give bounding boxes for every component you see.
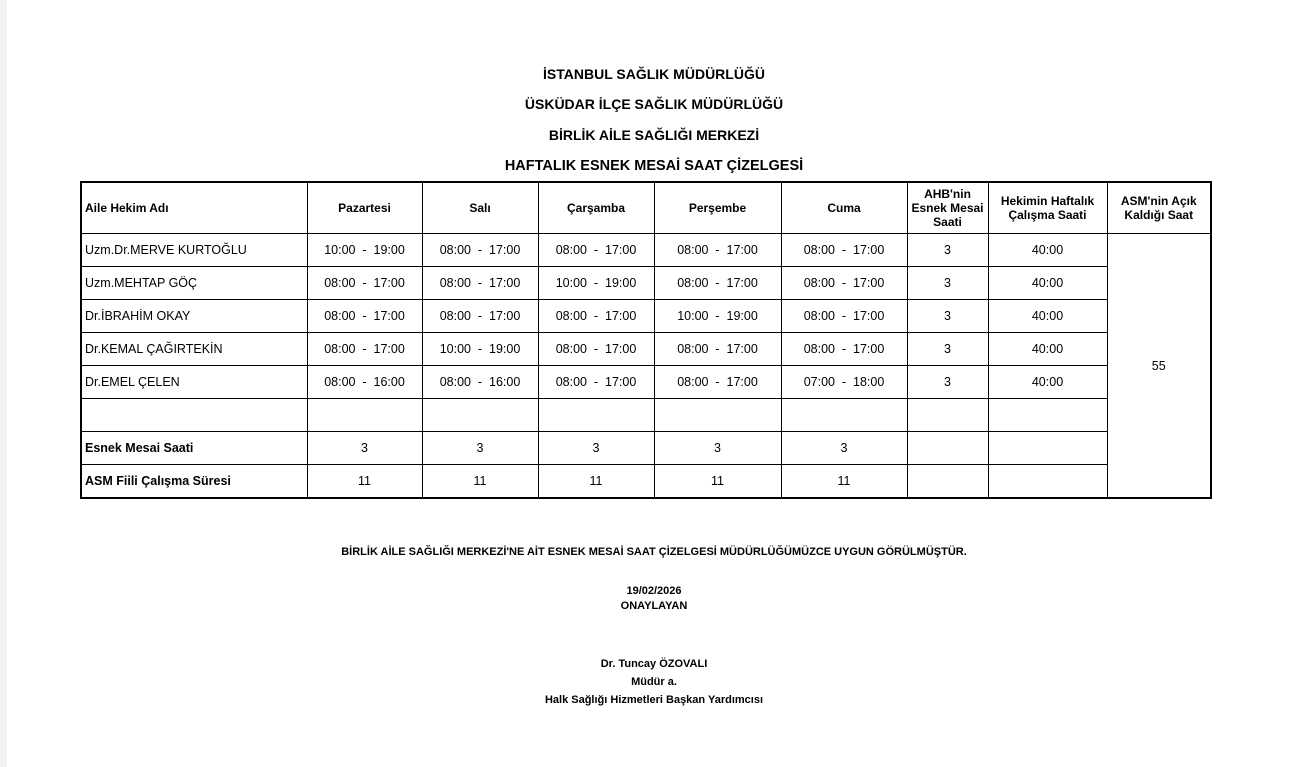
flex-hours-cell: 3 (906, 233, 989, 267)
summary-value: 3 (421, 431, 539, 465)
shift-cell: 08:00 - 17:00 (537, 299, 655, 333)
table-row: Dr.EMEL ÇELEN 08:00 - 16:00 08:00 - 16:00 0… (80, 365, 1211, 399)
signer-title: Halk Sağlığı Hizmetleri Başkan Yardımcıs… (544, 694, 764, 706)
approval-statement: BİRLİK AİLE SAĞLIĞI MERKEZİ'NE AİT ESNEK… (341, 546, 967, 558)
shift-cell: 08:00 - 17:00 (653, 266, 782, 300)
weekly-hours-cell: 40:00 (987, 233, 1108, 267)
empty-cell (421, 398, 539, 432)
col-header-name: Aile Hekim Adı (80, 181, 308, 234)
summary-value: 11 (780, 464, 908, 499)
shift-cell: 08:00 - 17:00 (780, 233, 908, 267)
doctor-name: Dr.İBRAHİM OKAY (80, 299, 308, 333)
empty-cell (306, 398, 423, 432)
schedule-table: Aile Hekim Adı Pazartesi Salı Çarşamba P… (80, 181, 1212, 499)
empty-cell (80, 398, 308, 432)
summary-value: 11 (421, 464, 539, 499)
signer-name: Dr. Tuncay ÖZOVALI (600, 658, 708, 670)
empty-cell (653, 398, 782, 432)
summary-value: 11 (306, 464, 423, 499)
col-header-wednesday: Çarşamba (537, 181, 655, 234)
approval-date: 19/02/2026 (626, 585, 682, 597)
flex-hours-cell: 3 (906, 299, 989, 333)
page-edge (0, 0, 7, 767)
shift-cell: 08:00 - 17:00 (306, 266, 423, 300)
empty-cell (987, 431, 1108, 465)
header-row: Aile Hekim Adı Pazartesi Salı Çarşamba P… (80, 181, 1212, 234)
summary-row: Esnek Mesai Saati 3 3 3 3 3 (80, 431, 1211, 465)
summary-value: 3 (306, 431, 423, 465)
shift-cell: 08:00 - 17:00 (780, 299, 908, 333)
shift-cell: 08:00 - 17:00 (306, 299, 423, 333)
weekly-hours-cell: 40:00 (987, 365, 1108, 399)
shift-cell: 08:00 - 17:00 (537, 332, 655, 366)
summary-label: Esnek Mesai Saati (80, 431, 308, 465)
table-row: Uzm.MEHTAP GÖÇ 08:00 - 17:00 08:00 - 17:00… (80, 266, 1211, 300)
weekly-hours-cell: 40:00 (987, 299, 1108, 333)
summary-value: 3 (537, 431, 655, 465)
empty-cell (537, 398, 655, 432)
col-header-monday: Pazartesi (306, 181, 423, 234)
shift-cell: 08:00 - 17:00 (421, 266, 539, 300)
empty-cell (987, 464, 1108, 499)
title-line-2: ÜSKÜDAR İLÇE SAĞLIK MÜDÜRLÜĞÜ (524, 96, 784, 112)
col-header-tuesday: Salı (421, 181, 539, 234)
shift-cell: 08:00 - 17:00 (780, 266, 908, 300)
shift-cell: 08:00 - 17:00 (537, 233, 655, 267)
shift-cell: 10:00 - 19:00 (653, 299, 782, 333)
weekly-hours-cell: 40:00 (987, 266, 1108, 300)
shift-cell: 07:00 - 18:00 (780, 365, 908, 399)
summary-row: ASM Fiili Çalışma Süresi 11 11 11 11 11 (80, 464, 1211, 499)
table-row: Dr.İBRAHİM OKAY 08:00 - 17:00 08:00 - 17:0… (80, 299, 1211, 333)
weekly-hours-cell: 40:00 (987, 332, 1108, 366)
table-row: Uzm.Dr.MERVE KURTOĞLU 10:00 - 19:00 08:00 … (80, 233, 1212, 499)
title-line-3: BİRLİK AİLE SAĞLIĞI MERKEZİ (548, 127, 760, 143)
summary-value: 11 (653, 464, 782, 499)
shift-cell: 08:00 - 17:00 (653, 233, 782, 267)
shift-cell: 08:00 - 17:00 (306, 332, 423, 366)
shift-cell: 10:00 - 19:00 (306, 233, 423, 267)
summary-value: 3 (653, 431, 782, 465)
doctor-name: Uzm.Dr.MERVE KURTOĞLU (80, 233, 308, 267)
col-header-weekly-hours: Hekimin Haftalık Çalışma Saati (987, 181, 1108, 234)
col-header-friday: Cuma (780, 181, 908, 234)
col-header-thursday: Perşembe (653, 181, 782, 234)
flex-hours-cell: 3 (906, 266, 989, 300)
empty-cell (906, 431, 989, 465)
doctor-name: Dr.EMEL ÇELEN (80, 365, 308, 399)
shift-cell: 08:00 - 17:00 (780, 332, 908, 366)
title-line-1: İSTANBUL SAĞLIK MÜDÜRLÜĞÜ (543, 66, 765, 82)
shift-cell: 10:00 - 19:00 (537, 266, 655, 300)
summary-label: ASM Fiili Çalışma Süresi (80, 464, 308, 499)
open-hours-cell: 55 (1106, 233, 1212, 499)
col-header-open-hours: ASM'nin Açık Kaldığı Saat (1106, 181, 1212, 234)
shift-cell: 08:00 - 17:00 (653, 332, 782, 366)
shift-cell: 08:00 - 17:00 (537, 365, 655, 399)
flex-hours-cell: 3 (906, 365, 989, 399)
empty-cell (906, 398, 989, 432)
table-row: Dr.KEMAL ÇAĞIRTEKİN 08:00 - 17:00 10:00 - … (80, 332, 1211, 366)
empty-cell (780, 398, 908, 432)
doctor-name: Uzm.MEHTAP GÖÇ (80, 266, 308, 300)
shift-cell: 08:00 - 17:00 (421, 233, 539, 267)
shift-cell: 08:00 - 16:00 (421, 365, 539, 399)
shift-cell: 08:00 - 16:00 (306, 365, 423, 399)
col-header-flex-hours: AHB'nin Esnek Mesai Saati (906, 181, 989, 234)
shift-cell: 08:00 - 17:00 (421, 299, 539, 333)
empty-row (80, 398, 1211, 432)
approver-label: ONAYLAYAN (620, 600, 688, 612)
shift-cell: 08:00 - 17:00 (653, 365, 782, 399)
flex-hours-cell: 3 (906, 332, 989, 366)
empty-cell (987, 398, 1108, 432)
document-title: HAFTALIK ESNEK MESAİ SAAT ÇİZELGESİ (504, 158, 804, 174)
summary-value: 11 (537, 464, 655, 499)
empty-cell (906, 464, 989, 499)
signer-role: Müdür a. (631, 676, 677, 688)
shift-cell: 10:00 - 19:00 (421, 332, 539, 366)
doctor-name: Dr.KEMAL ÇAĞIRTEKİN (80, 332, 308, 366)
summary-value: 3 (780, 431, 908, 465)
